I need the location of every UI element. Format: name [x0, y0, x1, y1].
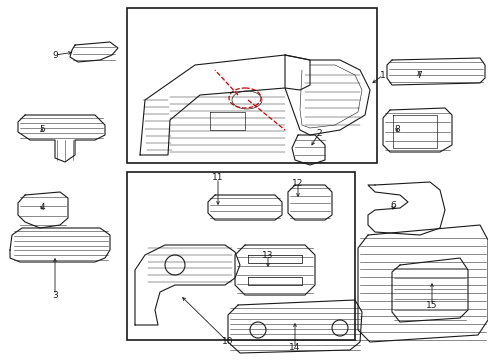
Text: 12: 12 [292, 179, 303, 188]
Bar [127, 172, 354, 340]
Text: 4: 4 [39, 203, 45, 212]
Text: 6: 6 [389, 201, 395, 210]
Text: 9: 9 [52, 50, 58, 59]
Text: 10: 10 [222, 338, 233, 346]
Text: 2: 2 [316, 129, 321, 138]
Text: 3: 3 [52, 291, 58, 300]
Text: 8: 8 [393, 126, 399, 135]
Text: 11: 11 [212, 174, 224, 183]
Text: 13: 13 [262, 251, 273, 260]
Text: 14: 14 [289, 343, 300, 352]
Text: 5: 5 [39, 126, 45, 135]
Text: 15: 15 [426, 301, 437, 310]
Bar [127, 8, 376, 163]
Text: 1: 1 [379, 71, 385, 80]
Text: 7: 7 [415, 71, 421, 80]
